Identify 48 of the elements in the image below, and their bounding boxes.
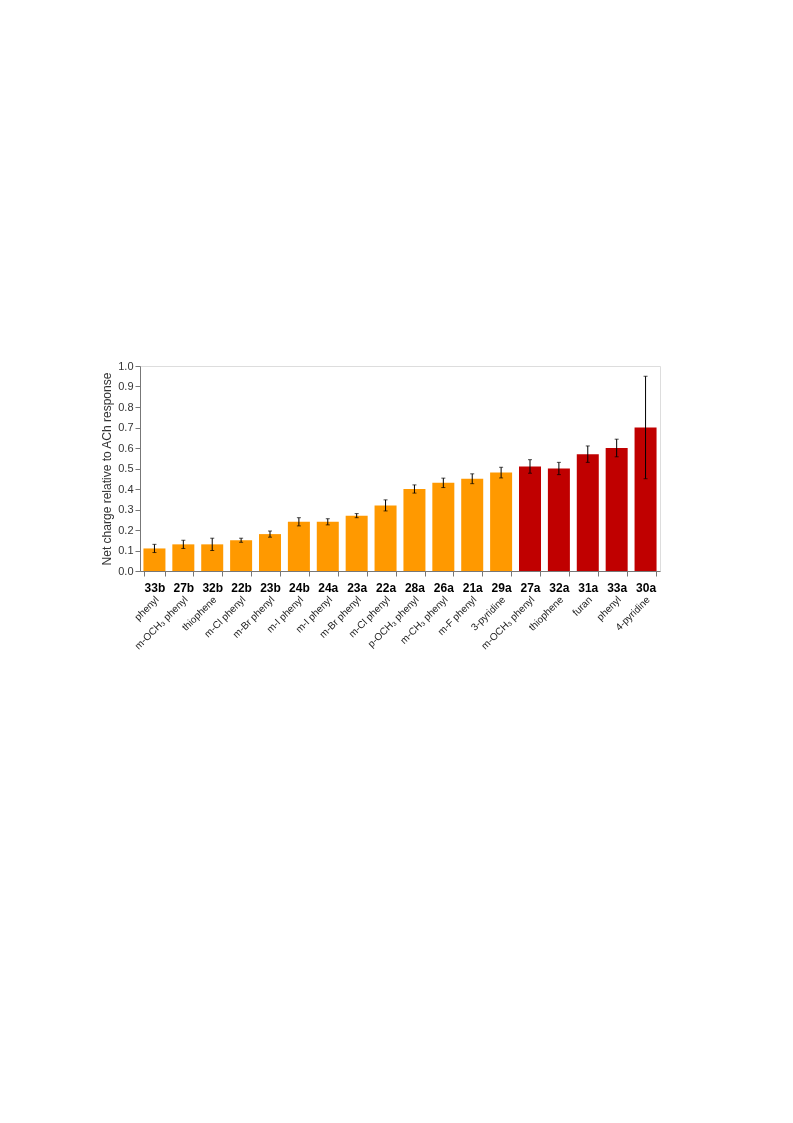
y-tick-label: 0.4 [118,482,134,495]
x-tick-label: 26a [433,580,455,595]
x-tick-label: 33a [607,580,628,595]
y-tick-label: 0.9 [118,380,134,392]
y-axis-title: Net charge relative to ACh response [100,372,115,566]
x-tick-label: 33b [144,580,166,595]
x-tick-label: 31a [578,580,599,595]
bar [403,489,426,571]
bar [259,534,281,571]
x-tick-label: 22b [231,580,252,595]
x-tick-label: 28a [404,580,426,595]
bar [374,505,397,571]
bar [634,427,657,571]
x-tick-label: 24a [318,580,339,595]
y-tick-label: 0.0 [118,564,134,577]
bar [230,540,253,571]
bar [547,468,570,571]
bar [316,521,339,571]
y-tick-label: 0.8 [118,400,134,413]
bar [143,548,166,571]
x-tick-label: 30a [636,580,657,595]
x-tick-label: 24b [289,580,310,595]
x-tick-label: 22a [376,580,397,595]
bar [461,478,484,571]
x-tick-label: 27a [520,580,541,595]
x-tick-label: 29a [491,580,512,595]
y-tick-label: 0.6 [118,441,134,454]
bar [576,454,599,571]
bar [432,482,455,571]
x-tick-label: 32a [549,580,570,595]
bar [172,544,195,571]
y-tick-label: 0.2 [118,523,134,536]
x-tick-label: 23b [260,580,281,595]
x-tick-label: 21a [462,580,484,595]
y-tick-label: 0.1 [118,544,134,556]
bar [490,472,513,571]
bar [201,544,224,571]
bar [519,466,541,571]
y-tick-label: 0.7 [118,421,134,433]
y-tick-label: 0.5 [118,462,134,474]
x-tick-label: 32b [202,580,224,595]
x-tick-label: 23a [347,580,368,595]
bar [345,515,368,571]
x-tick-label: 27b [173,580,195,595]
y-tick-label: 0.3 [118,503,134,515]
bar [287,521,310,571]
bar [605,448,628,571]
y-tick-label: 1.0 [118,359,134,372]
